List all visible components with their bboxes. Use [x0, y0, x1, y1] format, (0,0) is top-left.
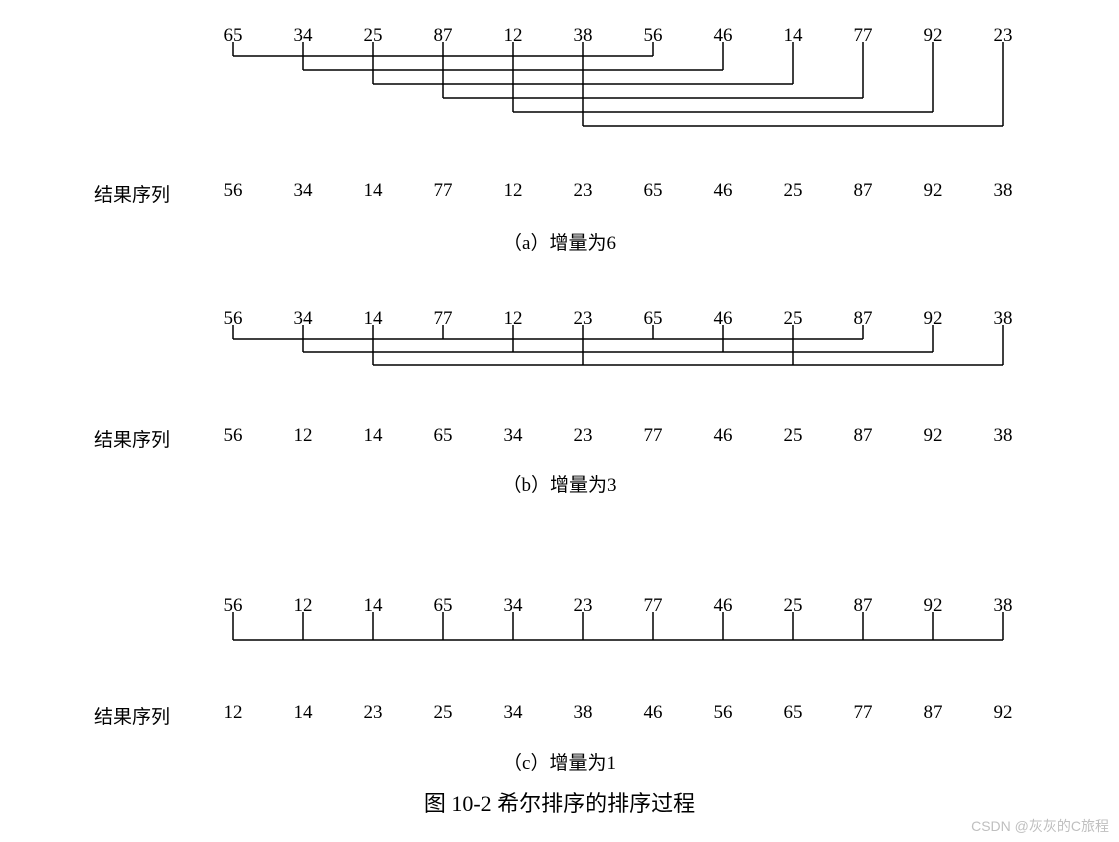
c-output-11: 92 [988, 702, 1018, 724]
caption-a: （a）增量为6 [0, 228, 1119, 255]
c-output-1: 14 [288, 702, 318, 724]
c-input-10: 92 [918, 595, 948, 617]
a-input-11: 23 [988, 25, 1018, 47]
a-input-2: 25 [358, 25, 388, 47]
a-output-5: 23 [568, 180, 598, 202]
caption-c: （c）增量为1 [0, 748, 1119, 775]
b-input-3: 77 [428, 308, 458, 330]
c-input-2: 14 [358, 595, 388, 617]
a-output-6: 65 [638, 180, 668, 202]
shell-sort-diagram: 图 10-2 希尔排序的排序过程 CSDN @灰灰的C旅程 65 34 25 87 12… [0, 0, 1119, 842]
c-output-5: 38 [568, 702, 598, 724]
b-input-1: 34 [288, 308, 318, 330]
b-output-3: 65 [428, 425, 458, 447]
b-input-2: 14 [358, 308, 388, 330]
a-input-4: 12 [498, 25, 528, 47]
b-input-6: 65 [638, 308, 668, 330]
c-input-3: 65 [428, 595, 458, 617]
c-input-5: 23 [568, 595, 598, 617]
a-output-10: 92 [918, 180, 948, 202]
a-output-9: 87 [848, 180, 878, 202]
c-output-9: 77 [848, 702, 878, 724]
b-input-10: 92 [918, 308, 948, 330]
c-output-4: 34 [498, 702, 528, 724]
b-output-1: 12 [288, 425, 318, 447]
a-output-4: 12 [498, 180, 528, 202]
c-output-10: 87 [918, 702, 948, 724]
b-output-7: 46 [708, 425, 738, 447]
b-input-5: 23 [568, 308, 598, 330]
a-output-0: 56 [218, 180, 248, 202]
b-output-11: 38 [988, 425, 1018, 447]
c-output-0: 12 [218, 702, 248, 724]
c-input-8: 25 [778, 595, 808, 617]
b-output-2: 14 [358, 425, 388, 447]
a-output-1: 34 [288, 180, 318, 202]
a-input-9: 77 [848, 25, 878, 47]
b-input-4: 12 [498, 308, 528, 330]
c-input-4: 34 [498, 595, 528, 617]
b-input-0: 56 [218, 308, 248, 330]
a-output-7: 46 [708, 180, 738, 202]
b-output-10: 92 [918, 425, 948, 447]
b-input-8: 25 [778, 308, 808, 330]
a-input-10: 92 [918, 25, 948, 47]
result-label: 结果序列 [80, 180, 170, 207]
a-input-6: 56 [638, 25, 668, 47]
b-output-6: 77 [638, 425, 668, 447]
c-output-2: 23 [358, 702, 388, 724]
a-input-8: 14 [778, 25, 808, 47]
a-input-5: 38 [568, 25, 598, 47]
result-label: 结果序列 [80, 425, 170, 452]
a-input-0: 65 [218, 25, 248, 47]
b-input-11: 38 [988, 308, 1018, 330]
b-output-9: 87 [848, 425, 878, 447]
c-input-0: 56 [218, 595, 248, 617]
b-input-9: 87 [848, 308, 878, 330]
c-output-6: 46 [638, 702, 668, 724]
b-output-4: 34 [498, 425, 528, 447]
a-output-8: 25 [778, 180, 808, 202]
b-output-8: 25 [778, 425, 808, 447]
c-output-8: 65 [778, 702, 808, 724]
c-input-7: 46 [708, 595, 738, 617]
c-input-1: 12 [288, 595, 318, 617]
figure-title: 图 10-2 希尔排序的排序过程 [0, 786, 1119, 818]
a-input-1: 34 [288, 25, 318, 47]
c-output-3: 25 [428, 702, 458, 724]
b-output-0: 56 [218, 425, 248, 447]
caption-b: （b）增量为3 [0, 470, 1119, 497]
watermark: CSDN @灰灰的C旅程 [971, 816, 1109, 836]
a-input-3: 87 [428, 25, 458, 47]
a-output-2: 14 [358, 180, 388, 202]
c-input-6: 77 [638, 595, 668, 617]
result-label: 结果序列 [80, 702, 170, 729]
a-output-3: 77 [428, 180, 458, 202]
c-input-11: 38 [988, 595, 1018, 617]
c-output-7: 56 [708, 702, 738, 724]
b-output-5: 23 [568, 425, 598, 447]
a-input-7: 46 [708, 25, 738, 47]
c-input-9: 87 [848, 595, 878, 617]
a-output-11: 38 [988, 180, 1018, 202]
b-input-7: 46 [708, 308, 738, 330]
